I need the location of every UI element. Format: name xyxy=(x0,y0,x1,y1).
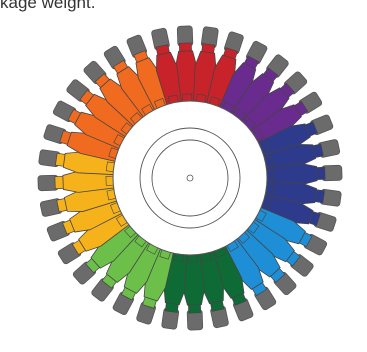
hub-ring-inner xyxy=(151,139,229,217)
hub-ring-outer xyxy=(139,127,241,229)
hub-center-dot xyxy=(186,174,194,182)
caption-text: kage weight. xyxy=(0,0,96,12)
spoke-20 xyxy=(161,238,188,330)
hub-disc xyxy=(112,100,268,256)
